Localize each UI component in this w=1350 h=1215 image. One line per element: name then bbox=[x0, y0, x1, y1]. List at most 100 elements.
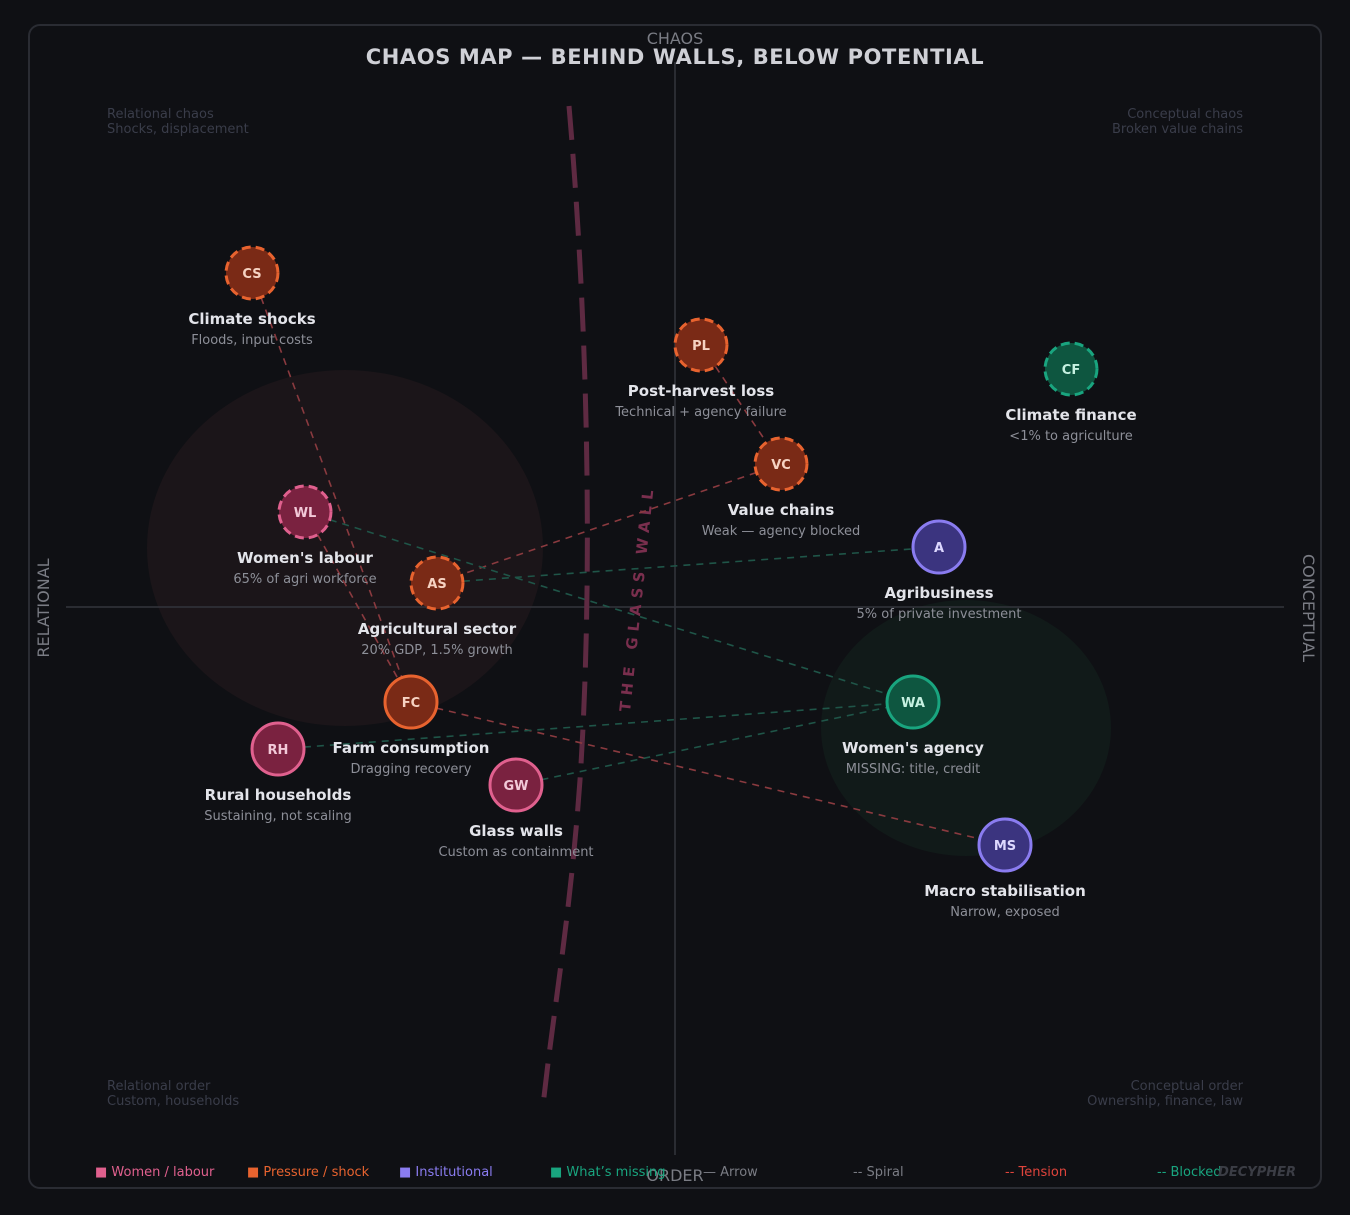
brand-mark: DECYPHER bbox=[1218, 1165, 1296, 1180]
quadrant-top-left-sub: Shocks, displacement bbox=[107, 122, 249, 137]
legend-item-4: — Arrow bbox=[703, 1165, 758, 1180]
node-sublabel: Dragging recovery bbox=[351, 762, 472, 777]
legend-item-2: ■ Institutional bbox=[399, 1165, 493, 1180]
legend-item-5: -- Spiral bbox=[853, 1165, 904, 1180]
node-circle bbox=[911, 519, 967, 575]
node-initials: VC bbox=[771, 458, 791, 473]
axis-bottom-label: ORDER bbox=[646, 1166, 703, 1185]
node-circle bbox=[224, 245, 280, 301]
node-sublabel: <1% to agriculture bbox=[1009, 429, 1132, 444]
node-fc[interactable]: FC Farm consumption Dragging recovery bbox=[333, 674, 490, 777]
node-sublabel: Custom as containment bbox=[438, 845, 593, 860]
node-cs[interactable]: CS Climate shocks Floods, input costs bbox=[188, 245, 316, 348]
node-label: Macro stabilisation bbox=[924, 882, 1086, 900]
node-as[interactable]: AS Agricultural sector 20% GDP, 1.5% growt… bbox=[358, 555, 517, 658]
node-sublabel: 20% GDP, 1.5% growth bbox=[361, 643, 513, 658]
axis-right-label: CONCEPTUAL bbox=[1299, 554, 1318, 662]
edge-vc-as bbox=[436, 463, 782, 584]
edge-wl-fc bbox=[304, 511, 412, 703]
node-circle bbox=[250, 721, 306, 777]
node-pl[interactable]: PL Post-harvest loss Technical + agency fa… bbox=[614, 317, 787, 420]
node-gw[interactable]: GW Glass walls Custom as containment bbox=[438, 757, 594, 860]
node-initials: GW bbox=[503, 779, 528, 794]
legend-item-3: ■ What’s missing bbox=[550, 1165, 666, 1180]
node-label: Climate shocks bbox=[188, 310, 315, 328]
node-label: Glass walls bbox=[469, 822, 563, 840]
node-a[interactable]: A Agribusiness 5% of private investment bbox=[857, 519, 1022, 622]
node-initials: RH bbox=[268, 743, 289, 758]
node-sublabel: Floods, input costs bbox=[191, 333, 313, 348]
axes bbox=[66, 62, 1284, 1155]
legend-item-1: ■ Pressure / shock bbox=[247, 1165, 370, 1180]
edge-wl-wa bbox=[304, 511, 914, 703]
background-halos bbox=[147, 370, 1111, 856]
node-sublabel: MISSING: title, credit bbox=[846, 762, 981, 777]
node-ms[interactable]: MS Macro stabilisation Narrow, exposed bbox=[924, 817, 1086, 920]
edge-gw-wa bbox=[515, 701, 914, 786]
legend-item-6: -- Tension bbox=[1005, 1165, 1067, 1180]
edges bbox=[251, 272, 1006, 846]
node-initials: A bbox=[934, 541, 944, 556]
node-circle bbox=[673, 317, 729, 373]
node-label: Farm consumption bbox=[333, 739, 490, 757]
node-wl[interactable]: WL Women's labour 65% of agri workforce bbox=[233, 484, 377, 587]
glass-wall-line bbox=[540, 105, 590, 1107]
node-circle bbox=[409, 555, 465, 611]
node-label: Post-harvest loss bbox=[628, 382, 774, 400]
node-label: Agricultural sector bbox=[358, 620, 517, 638]
edge-rh-wa bbox=[277, 701, 914, 750]
node-sublabel: 65% of agri workforce bbox=[233, 572, 376, 587]
node-label: Climate finance bbox=[1005, 406, 1136, 424]
map-title: CHAOS MAP — BEHIND WALLS, BELOW POTENTIA… bbox=[366, 45, 985, 69]
node-label: Value chains bbox=[728, 501, 835, 519]
node-sublabel: Weak — agency blocked bbox=[702, 524, 861, 539]
node-label: Agribusiness bbox=[884, 584, 993, 602]
conceptual-halo bbox=[821, 600, 1111, 856]
edge-cs-fc bbox=[251, 272, 412, 703]
node-cf[interactable]: CF Climate finance <1% to agriculture bbox=[1005, 341, 1137, 444]
node-rh[interactable]: RH Rural households Sustaining, not scalin… bbox=[204, 721, 352, 824]
node-initials: FC bbox=[402, 696, 420, 711]
nodes: CS Climate shocks Floods, input costs PL Pos… bbox=[188, 245, 1137, 920]
node-circle bbox=[1043, 341, 1099, 397]
quadrant-top-left-title: Relational chaos bbox=[107, 107, 214, 122]
node-circle bbox=[977, 817, 1033, 873]
node-wa[interactable]: WA Women's agency MISSING: title, credit bbox=[842, 674, 984, 777]
node-vc[interactable]: VC Value chains Weak — agency blocked bbox=[702, 436, 861, 539]
node-initials: WA bbox=[901, 696, 925, 711]
legend: ■ Women / labour ■ Pressure / shock ■ Inst… bbox=[95, 1165, 1221, 1180]
map-frame bbox=[28, 24, 1322, 1189]
node-initials: WL bbox=[294, 506, 317, 521]
node-initials: MS bbox=[994, 839, 1016, 854]
node-label: Women's labour bbox=[237, 549, 374, 567]
node-initials: PL bbox=[692, 339, 710, 354]
quadrant-bottom-right-sub: Ownership, finance, law bbox=[1087, 1094, 1243, 1109]
node-label: Women's agency bbox=[842, 739, 984, 757]
quadrant-top-right-title: Conceptual chaos bbox=[1127, 107, 1243, 122]
axis-left-label: RELATIONAL bbox=[34, 558, 53, 657]
node-sublabel: Narrow, exposed bbox=[950, 905, 1059, 920]
glass-wall-label: THE GLASS WALL bbox=[616, 483, 658, 712]
node-initials: CF bbox=[1062, 363, 1080, 378]
edge-fc-ms bbox=[410, 701, 1006, 846]
node-sublabel: Technical + agency failure bbox=[614, 405, 786, 420]
node-circle bbox=[383, 674, 439, 730]
legend-item-0: ■ Women / labour bbox=[95, 1165, 215, 1180]
node-sublabel: Sustaining, not scaling bbox=[204, 809, 352, 824]
node-circle bbox=[753, 436, 809, 492]
legend-item-7: -- Blocked bbox=[1157, 1165, 1221, 1180]
quadrant-bottom-left-sub: Custom, households bbox=[107, 1094, 239, 1109]
node-circle bbox=[885, 674, 941, 730]
quadrant-bottom-left-title: Relational order bbox=[107, 1079, 211, 1094]
node-initials: AS bbox=[427, 577, 446, 592]
node-label: Rural households bbox=[205, 786, 352, 804]
quadrant-top-right-sub: Broken value chains bbox=[1112, 122, 1243, 137]
axis-top-label: CHAOS bbox=[647, 29, 704, 48]
node-circle bbox=[488, 757, 544, 813]
edge-as-a bbox=[436, 546, 940, 584]
node-sublabel: 5% of private investment bbox=[857, 607, 1022, 622]
node-initials: CS bbox=[242, 267, 261, 282]
quadrant-bottom-right-title: Conceptual order bbox=[1131, 1079, 1244, 1094]
relational-halo bbox=[147, 370, 543, 726]
